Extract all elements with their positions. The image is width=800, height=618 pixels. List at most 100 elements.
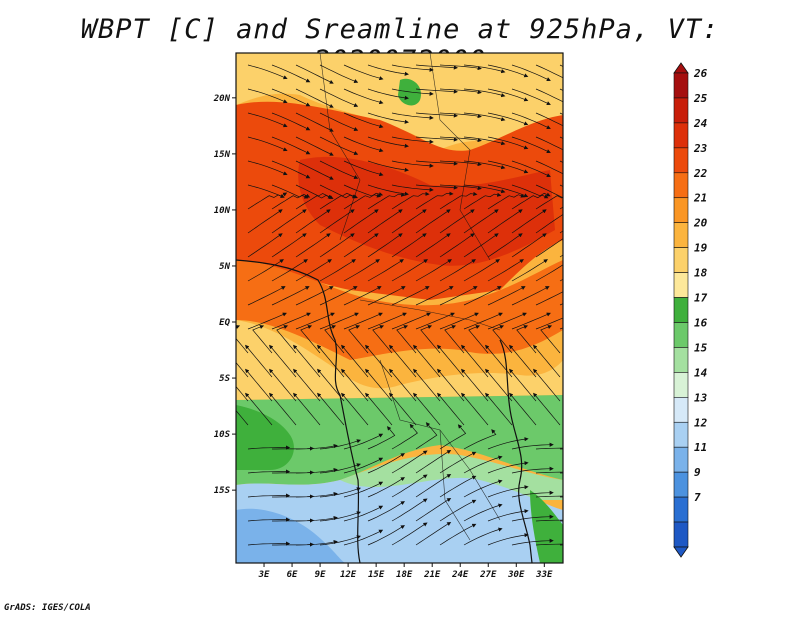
streamline [437,392,465,426]
streamline [559,112,563,115]
colorbar-label: 23 [693,142,708,155]
streamline [317,392,345,426]
streamline [367,64,409,76]
colorbar-swatch [673,297,689,323]
streamline [343,481,384,498]
streamline [391,259,428,282]
streamline [560,520,563,522]
streamline [439,184,482,191]
streamline [413,392,441,426]
lon-tick-label: 21E [423,570,441,580]
streamline [247,312,287,330]
streamline [511,209,547,234]
streamline [463,503,503,522]
streamline [367,88,409,100]
streamline [319,463,361,474]
lat-tick-label: 15S [214,486,231,496]
streamline [487,312,527,330]
streamline [535,264,563,282]
lon-tick-label: 24E [451,570,469,580]
streamline [535,136,563,151]
streamline [247,469,291,474]
streamline [487,533,529,546]
lon-tick-label: 18E [396,570,413,580]
streamline [319,286,358,306]
streamline [319,233,355,258]
streamline [559,278,563,282]
map-frame [235,52,564,564]
streamline [415,497,452,522]
streamline [461,392,489,426]
streamline [247,445,291,450]
streamline [324,325,345,354]
colorbar-swatch [673,446,689,473]
streamline [269,344,297,378]
streamline [319,312,359,330]
streamline [463,286,502,306]
streamline [511,466,554,474]
streamline [463,184,506,194]
streamline [559,184,563,187]
streamline [319,487,361,498]
borders [319,53,501,541]
streamline [295,136,334,156]
colorbar-swatch [673,521,689,548]
streamline [560,472,563,474]
streamline [295,516,338,522]
streamline [487,184,529,198]
colorbar-bottom-arrow [673,546,689,558]
streamline [367,426,396,450]
latitude-labels: 20N 15N 10N 5N EQ 5S 10S 15S [213,94,236,496]
lat-tick-label: 5S [219,374,230,384]
streamline [463,88,506,98]
streamline [295,184,334,199]
colorbar-label: 13 [694,391,708,404]
streamline [391,136,434,144]
streamline [487,64,529,78]
streamline [367,501,405,522]
streamline [319,259,356,282]
streamline [463,455,503,474]
streamline [511,538,554,546]
streamline [300,325,321,354]
streamline [415,112,458,118]
streamline [511,112,551,130]
colorbar-swatch [673,72,689,99]
streamline [319,136,359,155]
streamline [439,312,479,330]
streamline [367,312,407,330]
streamline [511,233,547,258]
streamline [317,368,345,402]
streamline [341,392,369,426]
colorbar-label: 19 [694,242,708,255]
colorbar-swatch [673,222,689,248]
streamline [367,286,406,306]
streamline [560,544,563,546]
lon-tick-label: 6E [287,570,298,580]
streamline [247,517,291,522]
streamline [391,191,430,210]
streamline [247,160,288,176]
streamline [365,344,393,378]
streamline [415,184,458,190]
lon-tick-label: 12E [340,570,357,580]
streamline [295,88,334,108]
streamline [463,312,503,330]
lat-tick-label: EQ [219,318,230,328]
streamline [415,422,438,450]
colorbar-label: 14 [694,366,708,379]
streamline [463,527,503,546]
colorbar-swatch [673,471,689,498]
colorbar-swatch [673,397,689,423]
colorbar-swatch [673,147,689,174]
streamline [271,160,311,179]
streamline [269,392,297,426]
streamline [343,136,384,153]
streamline [487,136,529,150]
streamline [535,184,563,199]
streamline [343,312,383,330]
streamline [391,423,418,450]
streamline [487,112,529,126]
streamline [391,209,427,234]
